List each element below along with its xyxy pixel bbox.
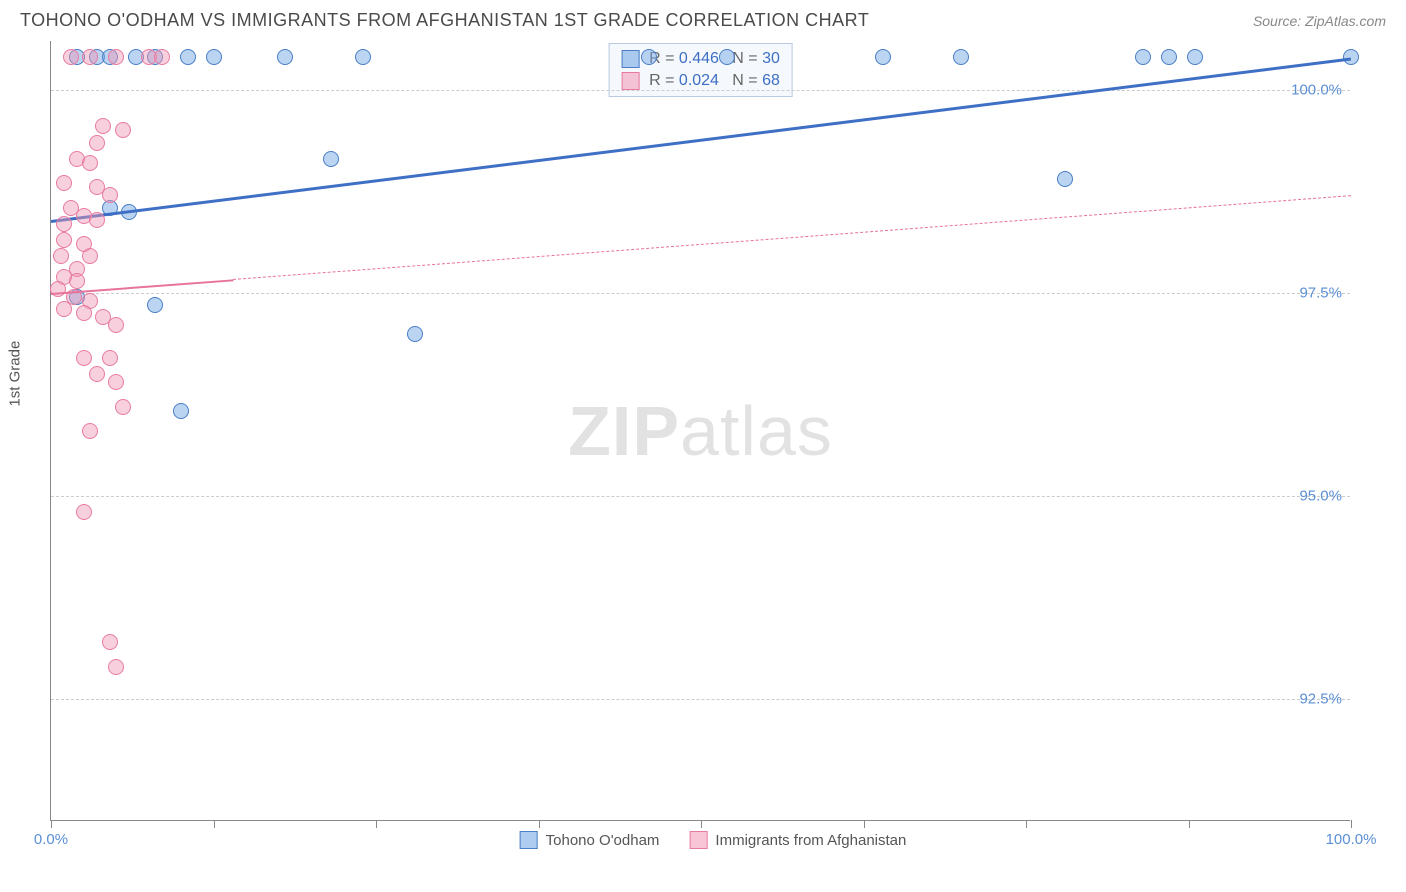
data-point <box>1161 49 1177 65</box>
x-tick <box>214 820 215 828</box>
source-attribution: Source: ZipAtlas.com <box>1253 13 1386 29</box>
watermark: ZIPatlas <box>568 391 833 471</box>
data-point <box>82 49 98 65</box>
legend-row: R = 0.024 N = 68 <box>621 70 780 92</box>
data-point <box>115 122 131 138</box>
data-point <box>108 659 124 675</box>
data-point <box>206 49 222 65</box>
series-legend-item: Immigrants from Afghanistan <box>689 831 906 849</box>
data-point <box>89 212 105 228</box>
data-point <box>173 403 189 419</box>
data-point <box>102 187 118 203</box>
x-tick <box>1189 820 1190 828</box>
x-tick-label: 100.0% <box>1326 831 1377 848</box>
gridline <box>51 90 1350 91</box>
data-point <box>56 216 72 232</box>
legend-stats: R = 0.024 N = 68 <box>649 72 780 90</box>
data-point <box>277 49 293 65</box>
data-point <box>180 49 196 65</box>
data-point <box>108 374 124 390</box>
gridline <box>51 496 1350 497</box>
y-axis-label: 1st Grade <box>7 341 24 407</box>
data-point <box>69 273 85 289</box>
data-point <box>115 399 131 415</box>
data-point <box>102 634 118 650</box>
data-point <box>82 155 98 171</box>
data-point <box>76 305 92 321</box>
data-point <box>102 350 118 366</box>
chart-container: 1st Grade ZIPatlas R = 0.446 N = 30R = 0… <box>50 41 1376 821</box>
x-tick <box>376 820 377 828</box>
data-point <box>407 326 423 342</box>
y-tick-label: 100.0% <box>1291 81 1342 98</box>
data-point <box>89 135 105 151</box>
x-tick <box>539 820 540 828</box>
data-point <box>719 49 735 65</box>
data-point <box>82 248 98 264</box>
legend-swatch <box>621 72 639 90</box>
data-point <box>56 175 72 191</box>
x-tick <box>51 820 52 828</box>
data-point <box>147 297 163 313</box>
x-tick <box>864 820 865 828</box>
x-tick-label: 0.0% <box>34 831 68 848</box>
data-point <box>82 423 98 439</box>
trend-line <box>233 195 1351 280</box>
gridline <box>51 293 1350 294</box>
data-point <box>56 232 72 248</box>
data-point <box>76 350 92 366</box>
data-point <box>53 248 69 264</box>
legend-swatch <box>689 831 707 849</box>
data-point <box>1187 49 1203 65</box>
gridline <box>51 699 1350 700</box>
legend-swatch <box>520 831 538 849</box>
y-tick-label: 92.5% <box>1299 691 1342 708</box>
data-point <box>108 49 124 65</box>
data-point <box>1057 171 1073 187</box>
data-point <box>154 49 170 65</box>
data-point <box>76 504 92 520</box>
data-point <box>95 118 111 134</box>
data-point <box>875 49 891 65</box>
data-point <box>108 317 124 333</box>
x-tick <box>1351 820 1352 828</box>
data-point <box>953 49 969 65</box>
y-tick-label: 97.5% <box>1299 284 1342 301</box>
scatter-plot: ZIPatlas R = 0.446 N = 30 R = 0.024 N = 6… <box>50 41 1350 821</box>
data-point <box>89 366 105 382</box>
series-legend-item: Tohono O'odham <box>520 831 660 849</box>
legend-label: Tohono O'odham <box>546 832 660 849</box>
data-point <box>63 49 79 65</box>
data-point <box>641 49 657 65</box>
x-tick <box>701 820 702 828</box>
y-tick-label: 95.0% <box>1299 488 1342 505</box>
data-point <box>56 301 72 317</box>
data-point <box>355 49 371 65</box>
chart-title: TOHONO O'ODHAM VS IMMIGRANTS FROM AFGHAN… <box>20 10 869 31</box>
legend-label: Immigrants from Afghanistan <box>715 832 906 849</box>
legend-swatch <box>621 50 639 68</box>
series-legend: Tohono O'odham Immigrants from Afghanista… <box>520 831 907 849</box>
x-tick <box>1026 820 1027 828</box>
data-point <box>323 151 339 167</box>
data-point <box>1135 49 1151 65</box>
legend-stats: R = 0.446 N = 30 <box>649 50 780 68</box>
